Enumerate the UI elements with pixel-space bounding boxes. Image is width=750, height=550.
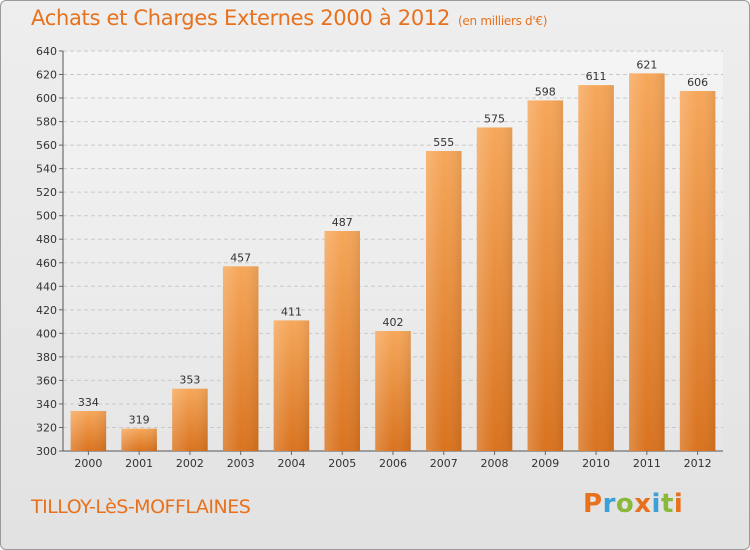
logo-letter: x (634, 489, 652, 519)
y-tick-label: 540 (36, 163, 57, 176)
x-tick-label: 2001 (125, 457, 153, 470)
x-tick-label: 2007 (430, 457, 458, 470)
data-label: 402 (383, 316, 404, 329)
x-tick-label: 2008 (481, 457, 509, 470)
x-tick-label: 2012 (684, 457, 712, 470)
y-tick-label: 420 (36, 304, 57, 317)
commune-name: TILLOY-LèS-MOFFLAINES (31, 496, 251, 518)
logo-letter: i (651, 489, 661, 519)
bar-shade (476, 127, 513, 452)
bar-shade (527, 100, 564, 451)
bar-shade (426, 151, 462, 451)
y-tick-label: 440 (36, 280, 57, 293)
y-tick-label: 500 (36, 210, 57, 223)
x-tick-label: 2000 (74, 457, 102, 470)
data-label: 606 (687, 76, 708, 89)
title-text: Achats et Charges Externes 2000 à 2012 (31, 6, 451, 30)
y-tick-label: 480 (36, 233, 57, 246)
data-label: 555 (433, 136, 454, 149)
data-label: 319 (129, 414, 150, 427)
logo-letter: r (602, 489, 616, 519)
bar-shade (70, 411, 107, 451)
y-tick-label: 600 (36, 92, 57, 105)
data-label: 598 (535, 85, 556, 98)
y-tick-label: 300 (36, 445, 57, 458)
bar-shade (121, 428, 157, 451)
data-label: 334 (78, 396, 99, 409)
x-tick-label: 2010 (582, 457, 610, 470)
logo-letter: P (583, 489, 603, 519)
logo-letter: i (673, 489, 684, 519)
data-label: 575 (484, 112, 505, 125)
chart-title: Achats et Charges Externes 2000 à 2012 (e… (31, 6, 547, 30)
y-tick-label: 360 (36, 374, 57, 387)
y-tick-label: 400 (36, 327, 57, 340)
logo-letter: o (615, 489, 635, 519)
bar-shade (324, 231, 360, 451)
y-tick-label: 560 (36, 139, 57, 152)
y-tick-label: 520 (36, 186, 57, 199)
y-tick-label: 460 (36, 257, 57, 270)
logo-letter: t (660, 489, 674, 519)
bar-shade (273, 320, 310, 451)
bar-shade (679, 91, 716, 451)
bar-shade (375, 331, 411, 451)
y-tick-label: 340 (36, 398, 57, 411)
x-tick-label: 2003 (227, 457, 255, 470)
y-tick-label: 620 (36, 69, 57, 82)
data-label: 411 (281, 305, 302, 318)
x-tick-label: 2002 (176, 457, 204, 470)
x-tick-label: 2006 (379, 457, 407, 470)
bar-shade (578, 85, 614, 451)
data-label: 457 (230, 251, 251, 264)
chart-subtitle: (en milliers d'€) (458, 14, 548, 28)
y-tick-label: 320 (36, 421, 57, 434)
y-tick-label: 580 (36, 116, 57, 129)
x-tick-label: 2011 (633, 457, 661, 470)
y-tick-label: 640 (36, 45, 57, 58)
bar-shade (222, 266, 259, 451)
data-label: 487 (332, 216, 353, 229)
x-tick-label: 2009 (531, 457, 559, 470)
proxiti-logo: Proxiti (583, 489, 683, 519)
bar-shade (172, 388, 208, 451)
x-tick-label: 2005 (328, 457, 356, 470)
data-label: 611 (586, 70, 607, 83)
bar-shade (629, 73, 665, 452)
data-label: 621 (636, 58, 657, 71)
x-tick-label: 2004 (277, 457, 305, 470)
data-label: 353 (179, 374, 200, 387)
y-tick-label: 380 (36, 351, 57, 364)
